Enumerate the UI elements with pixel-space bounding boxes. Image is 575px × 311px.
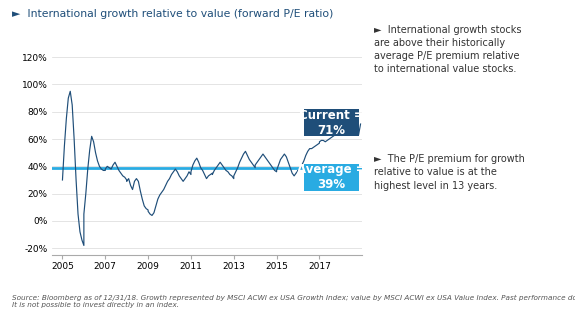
FancyBboxPatch shape xyxy=(304,164,359,191)
Text: Source: Bloomberg as of 12/31/18. Growth represented by MSCI ACWI ex USA Growth : Source: Bloomberg as of 12/31/18. Growth… xyxy=(12,295,575,308)
Text: ►  International growth stocks
are above their historically
average P/E premium : ► International growth stocks are above … xyxy=(374,25,522,74)
Text: Current =
71%: Current = 71% xyxy=(300,109,364,137)
FancyBboxPatch shape xyxy=(304,109,359,136)
Text: ►  International growth relative to value (forward P/E ratio): ► International growth relative to value… xyxy=(12,9,333,19)
Text: ►  The P/E premium for growth
relative to value is at the
highest level in 13 ye: ► The P/E premium for growth relative to… xyxy=(374,154,524,191)
Text: Average =
39%: Average = 39% xyxy=(297,163,366,191)
